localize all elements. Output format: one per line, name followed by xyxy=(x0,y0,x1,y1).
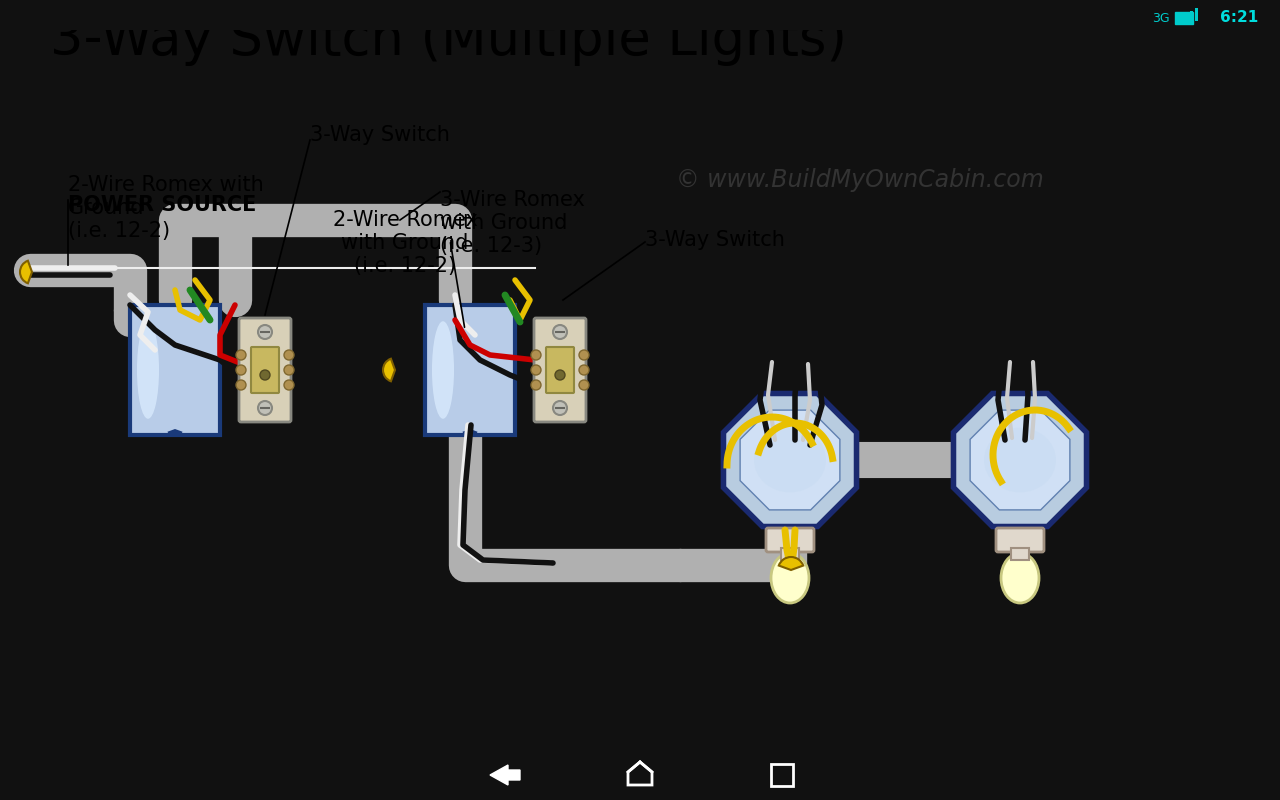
FancyBboxPatch shape xyxy=(547,347,573,393)
Circle shape xyxy=(553,401,567,415)
Ellipse shape xyxy=(1001,553,1039,603)
Wedge shape xyxy=(778,557,804,570)
Ellipse shape xyxy=(433,322,454,418)
Ellipse shape xyxy=(754,427,826,492)
Circle shape xyxy=(556,370,564,380)
Circle shape xyxy=(284,380,294,390)
Text: POWER SOURCE: POWER SOURCE xyxy=(68,195,256,215)
Text: © www.BuildMyOwnCabin.com: © www.BuildMyOwnCabin.com xyxy=(676,168,1044,192)
Bar xyxy=(1196,8,1198,21)
Polygon shape xyxy=(740,410,840,510)
Wedge shape xyxy=(383,358,396,382)
Circle shape xyxy=(284,365,294,375)
Bar xyxy=(1190,11,1193,21)
FancyBboxPatch shape xyxy=(1175,12,1193,24)
Circle shape xyxy=(259,401,273,415)
Wedge shape xyxy=(462,429,477,437)
Text: 3G: 3G xyxy=(1152,11,1170,25)
Bar xyxy=(0,0,1280,30)
Ellipse shape xyxy=(771,553,809,603)
Circle shape xyxy=(531,365,541,375)
Bar xyxy=(1185,14,1188,21)
Text: 2-Wire Romex with
Ground
(i.e. 12-2): 2-Wire Romex with Ground (i.e. 12-2) xyxy=(68,175,264,242)
Polygon shape xyxy=(490,765,520,785)
Circle shape xyxy=(579,380,589,390)
FancyBboxPatch shape xyxy=(131,305,220,435)
Polygon shape xyxy=(954,394,1087,526)
Text: 3-Way Switch (Multiple Lights): 3-Way Switch (Multiple Lights) xyxy=(50,14,847,66)
Circle shape xyxy=(531,350,541,360)
Bar xyxy=(781,548,799,560)
Ellipse shape xyxy=(984,427,1056,492)
Circle shape xyxy=(236,350,246,360)
Bar xyxy=(0,750,1280,800)
Circle shape xyxy=(579,365,589,375)
Text: 3-Wire Romex
with Ground
(i.e. 12-3): 3-Wire Romex with Ground (i.e. 12-3) xyxy=(440,190,585,256)
FancyBboxPatch shape xyxy=(425,305,515,435)
Circle shape xyxy=(236,380,246,390)
Circle shape xyxy=(236,365,246,375)
Wedge shape xyxy=(20,261,32,283)
Wedge shape xyxy=(168,429,183,437)
Circle shape xyxy=(260,370,270,380)
FancyBboxPatch shape xyxy=(996,528,1044,552)
Circle shape xyxy=(579,350,589,360)
Ellipse shape xyxy=(137,322,159,418)
Circle shape xyxy=(284,350,294,360)
Text: 3-Way Switch: 3-Way Switch xyxy=(645,230,785,250)
Circle shape xyxy=(531,380,541,390)
Bar xyxy=(1011,548,1029,560)
Polygon shape xyxy=(723,394,856,526)
Text: 3-Way Switch: 3-Way Switch xyxy=(310,125,449,145)
FancyBboxPatch shape xyxy=(239,318,291,422)
Text: 2-Wire Romex
with Ground
(i.e. 12-2): 2-Wire Romex with Ground (i.e. 12-2) xyxy=(333,210,477,276)
Circle shape xyxy=(259,325,273,339)
Circle shape xyxy=(553,325,567,339)
FancyBboxPatch shape xyxy=(534,318,586,422)
Bar xyxy=(1180,17,1183,21)
FancyBboxPatch shape xyxy=(765,528,814,552)
FancyBboxPatch shape xyxy=(251,347,279,393)
Polygon shape xyxy=(970,410,1070,510)
Text: 6:21: 6:21 xyxy=(1220,10,1258,26)
